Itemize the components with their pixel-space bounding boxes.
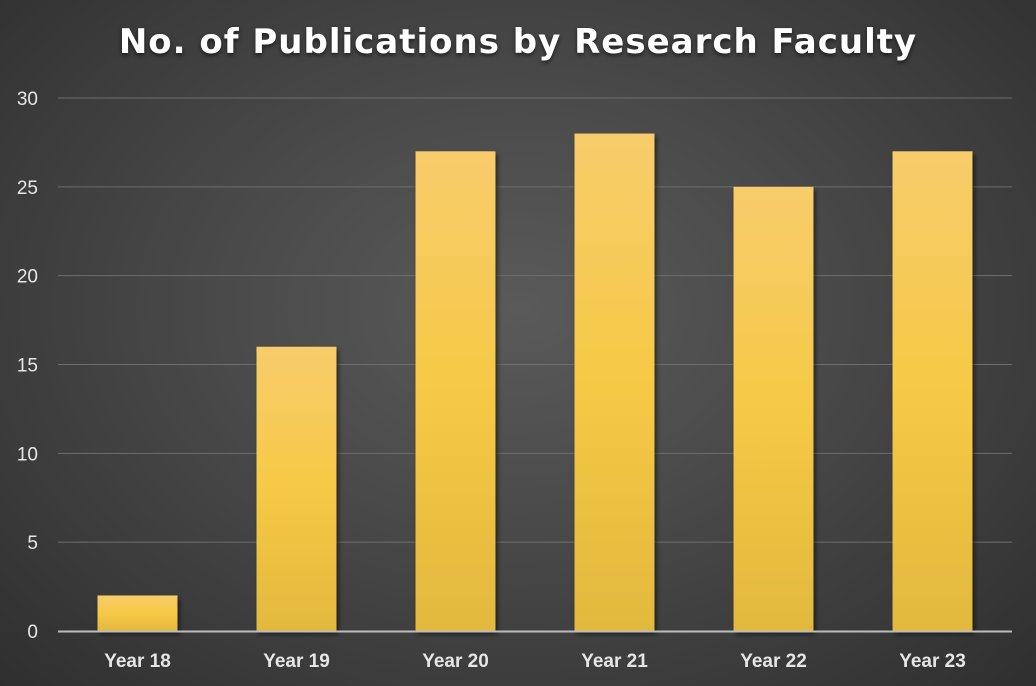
bar-year-18 — [97, 595, 178, 631]
y-tick-label: 25 — [17, 178, 38, 199]
gridlines — [58, 97, 1012, 543]
x-tick-label: Year 23 — [899, 651, 966, 672]
y-tick-label: 30 — [17, 89, 38, 110]
x-tick-label: Year 19 — [263, 651, 330, 672]
bar-year-19 — [256, 346, 337, 631]
bar-year-21 — [574, 133, 655, 632]
y-tick-label: 20 — [17, 267, 38, 288]
x-tick-label: Year 22 — [740, 651, 807, 672]
bar-year-23 — [892, 151, 973, 632]
chart-title: No. of Publications by Research Faculty — [118, 22, 918, 62]
bar-year-22 — [733, 186, 814, 632]
x-tick-label: Year 21 — [581, 651, 648, 672]
y-tick-label: 5 — [27, 533, 38, 554]
y-tick-label: 15 — [17, 356, 38, 377]
y-tick-label: 0 — [27, 622, 38, 643]
bar-year-20 — [415, 151, 496, 632]
x-tick-label: Year 18 — [104, 651, 171, 672]
x-tick-label: Year 20 — [422, 651, 489, 672]
y-axis-ticks: 0 5 10 15 20 25 30 — [17, 89, 38, 643]
x-axis-ticks: Year 18 Year 19 Year 20 Year 21 Year 22 Year … — [104, 651, 966, 672]
bars — [97, 133, 973, 632]
y-tick-label: 10 — [17, 444, 38, 465]
